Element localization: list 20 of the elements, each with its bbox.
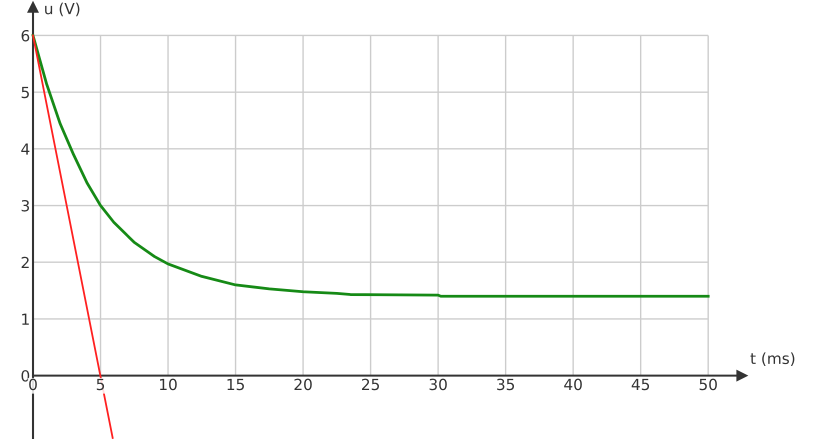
x-tick-label: 0 <box>29 378 37 390</box>
x-tick-label: 5 <box>96 378 104 390</box>
y-tick-label: 3 <box>22 200 30 212</box>
y-axis-title: u (V) <box>45 2 80 16</box>
x-axis-title: t (ms) <box>750 352 794 366</box>
x-tick-label: 30 <box>430 378 447 390</box>
y-tick-label: 6 <box>22 30 30 42</box>
y-tick-label: 1 <box>22 314 29 325</box>
x-tick-label: 35 <box>497 378 514 390</box>
x-tick-label: 15 <box>228 378 244 390</box>
x-tick-label: 50 <box>700 378 717 390</box>
x-tick-label: 25 <box>362 378 379 390</box>
x-tick-label: 20 <box>294 378 312 390</box>
x-tick-label: 10 <box>160 378 177 390</box>
x-tick-label: 45 <box>632 378 650 390</box>
y-tick-label: 5 <box>22 86 29 98</box>
y-tick-label: 0 <box>22 370 30 382</box>
y-tick-label: 2 <box>22 256 29 268</box>
y-tick-label: 4 <box>21 144 30 155</box>
x-tick-label: 40 <box>564 378 582 390</box>
